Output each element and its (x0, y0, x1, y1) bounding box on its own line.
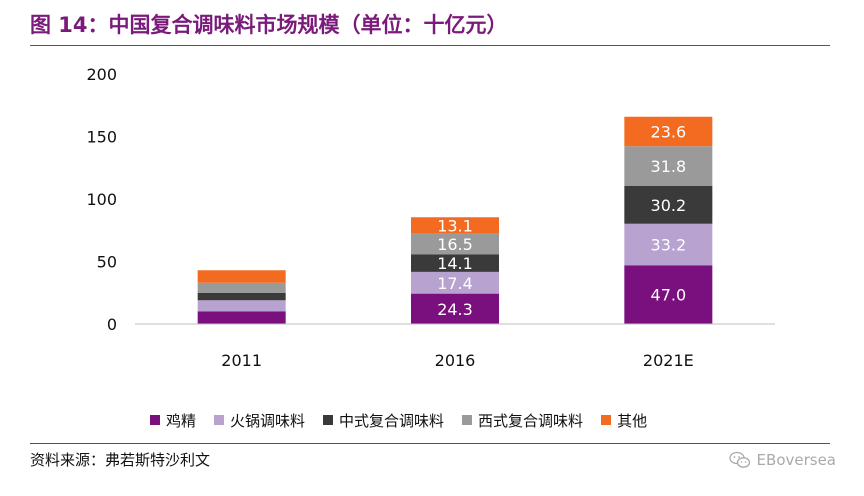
chart-title: 图 14：中国复合调味料市场规模（单位：十亿元） (30, 13, 508, 37)
legend-swatch (150, 415, 160, 425)
x-tick-label: 2016 (435, 351, 476, 370)
bar-segment (411, 254, 499, 272)
bar-segment (197, 300, 286, 312)
y-tick-label: 200 (86, 65, 117, 84)
legend-label: 其他 (617, 411, 648, 430)
legend-swatch (214, 415, 225, 425)
legend-item: 鸡精 (150, 410, 196, 431)
bar-value-label: 16.5 (437, 235, 473, 254)
bar-value-label: 33.2 (651, 236, 687, 255)
watermark: EBoversea (728, 448, 836, 472)
legend-label: 中式复合调味料 (339, 411, 445, 430)
legend-item: 火锅调味料 (214, 410, 305, 431)
bar-value-label: 31.8 (651, 157, 687, 176)
y-tick-label: 150 (86, 128, 117, 147)
watermark-label: EBoversea (756, 451, 836, 469)
legend-item: 西式复合调味料 (462, 410, 583, 431)
bars: 24.3 17.414.116.513.1 47.0 33.2 30.2 31.8 23.6 (197, 116, 713, 324)
bar-segment (411, 217, 499, 234)
y-tick-label: 100 (86, 190, 117, 209)
bar-segment (624, 116, 713, 147)
bar-value-label: 24.3 (437, 300, 473, 319)
wechat-icon (728, 451, 750, 468)
stacked-bar-chart: 0 50 100 150 200 24.3 17.414.116.513.1 47.0 33.… (86, 65, 775, 370)
bar-value-label: 17.4 (437, 274, 473, 293)
title-divider (30, 45, 830, 46)
bar-segment (624, 186, 713, 224)
x-axis: 2011 2016 2021E (135, 323, 775, 370)
y-tick-label: 50 (97, 253, 117, 272)
bar-segment (624, 223, 713, 266)
y-axis: 0 50 100 150 200 (86, 65, 117, 334)
legend-swatch (601, 415, 612, 425)
bar-value-label: 13.1 (437, 216, 473, 235)
legend-swatch (462, 415, 473, 425)
source-divider (30, 443, 830, 444)
legend-item: 其他 (601, 410, 647, 431)
bar-value-label: 14.1 (437, 254, 473, 273)
source-note: 资料来源：弗若斯特沙利文 (30, 451, 211, 469)
bar-segment (411, 233, 499, 255)
bar-segment (411, 271, 499, 294)
bar-segment (197, 282, 286, 293)
legend-label: 西式复合调味料 (478, 411, 584, 430)
bar-segment (197, 292, 286, 301)
legend-item: 中式复合调味料 (323, 410, 444, 431)
bar-value-label: 47.0 (651, 286, 687, 305)
legend-swatch (323, 415, 334, 425)
bar-segment (624, 146, 713, 186)
legend-label: 火锅调味料 (230, 411, 306, 430)
x-tick-label: 2011 (221, 351, 262, 370)
bar-value-label: 30.2 (651, 196, 687, 215)
y-tick-label: 0 (107, 315, 117, 334)
x-tick-label: 2021E (643, 351, 694, 370)
legend-label: 鸡精 (166, 411, 197, 430)
bar-value-label: 23.6 (651, 123, 687, 142)
bar-segment (197, 311, 286, 324)
legend: 鸡精 火锅调味料 中式复合调味料 西式复合调味料 其他 (150, 408, 647, 432)
bar-segment (197, 270, 286, 283)
bar-segment (411, 293, 499, 324)
bar-segment (624, 265, 713, 324)
